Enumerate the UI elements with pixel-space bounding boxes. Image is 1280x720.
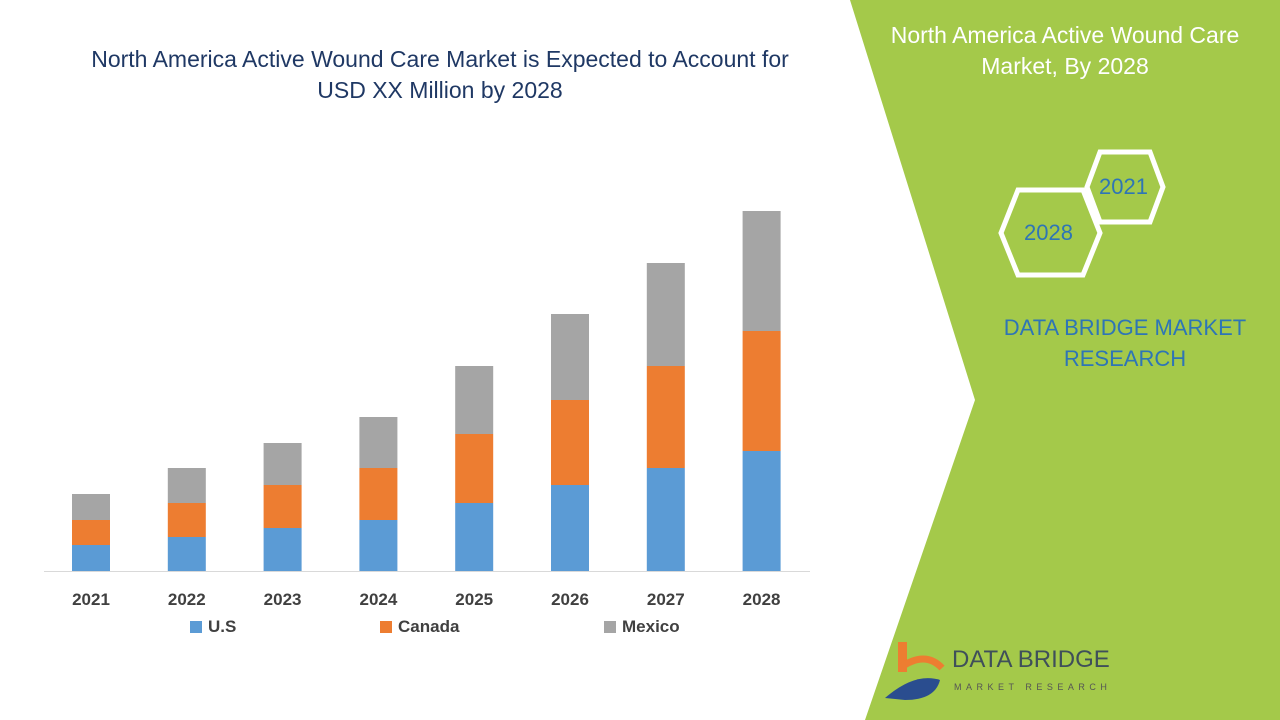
bar-us-2027	[646, 468, 685, 571]
legend-swatch	[604, 621, 616, 633]
bar-us-2023	[263, 528, 302, 571]
legend-us: U.S	[190, 617, 236, 637]
legend-swatch	[190, 621, 202, 633]
bar-canada-2026	[551, 400, 589, 485]
legend-label: U.S	[208, 617, 237, 636]
legend-swatch	[380, 621, 392, 633]
bar-mexico-2021	[72, 494, 110, 520]
x-tick-label: 2023	[264, 590, 302, 609]
hex-label-2021: 2021	[1099, 174, 1148, 199]
bar-mexico-2022	[167, 468, 206, 503]
logo-icon	[885, 642, 945, 700]
logo-subtext: MARKET RESEARCH	[954, 682, 1112, 692]
bar-canada-2021	[72, 520, 110, 545]
bar-mexico-2025	[455, 366, 494, 434]
bar-us-2024	[359, 520, 398, 571]
x-tick-label: 2024	[359, 590, 397, 609]
bar-mexico-2024	[359, 417, 398, 468]
legend-label: Canada	[398, 617, 460, 636]
bar-mexico-2027	[646, 263, 685, 366]
bar-us-2021	[72, 545, 110, 571]
bar-us-2022	[167, 537, 206, 571]
legend-label: Mexico	[622, 617, 680, 636]
legend-canada: Canada	[380, 617, 459, 637]
x-tick-label: 2026	[551, 590, 589, 609]
bar-canada-2022	[167, 503, 206, 537]
bar-canada-2023	[263, 485, 302, 528]
brand-text: DATA BRIDGE MARKET RESEARCH	[1003, 315, 1247, 371]
bar-mexico-2028	[742, 211, 781, 331]
x-tick-label: 2021	[72, 590, 110, 609]
x-tick-label: 2028	[743, 590, 781, 609]
hexagon-2021-icon	[1084, 149, 1166, 225]
chart-title: North America Active Wound Care Market i…	[91, 46, 789, 103]
bar-canada-2025	[455, 434, 494, 503]
hex-label-2028: 2028	[1024, 220, 1073, 245]
bar-canada-2028	[742, 331, 781, 451]
bar-mexico-2026	[551, 314, 589, 400]
legend-mexico: Mexico	[604, 617, 680, 637]
side-panel	[850, 0, 1280, 720]
bar-us-2026	[551, 485, 589, 571]
hexagon-2028-icon	[998, 187, 1103, 278]
bar-mexico-2023	[263, 443, 302, 485]
bar-us-2025	[455, 503, 494, 571]
logo-text: DATA BRIDGE	[952, 646, 1110, 673]
x-tick-label: 2027	[647, 590, 685, 609]
side-panel-title: North America Active Wound Care Market, …	[890, 22, 1240, 79]
bar-canada-2024	[359, 468, 398, 520]
x-tick-label: 2025	[455, 590, 493, 609]
bar-canada-2027	[646, 366, 685, 468]
bar-us-2028	[742, 451, 781, 571]
x-tick-label: 2022	[168, 590, 206, 609]
